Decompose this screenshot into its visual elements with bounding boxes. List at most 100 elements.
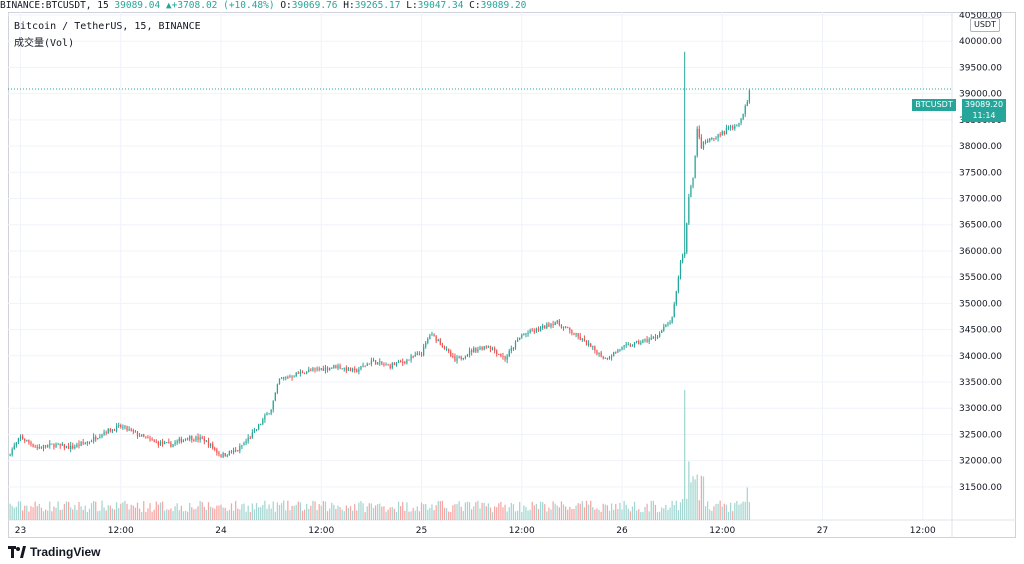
volume-bar [241,504,243,520]
candle-body [661,330,663,333]
chart-frame [8,12,1016,538]
chart-legend-title[interactable]: Bitcoin / TetherUS, 15, BINANCE [14,21,201,32]
candle-body [283,377,285,379]
x-tick-label: 27 [817,526,828,536]
volume-bar [393,508,395,520]
candle-body [508,350,510,357]
volume-bar [479,508,481,520]
tradingview-logo[interactable]: TradingView [8,544,100,560]
volume-bar [203,506,205,520]
volume-bar [627,508,629,520]
volume-bar [445,508,448,520]
candle-body [341,368,343,370]
candle-body [151,439,153,441]
candle-body [191,436,193,441]
volume-bar [216,505,218,520]
candle-body [658,332,661,338]
volume-bar [103,507,105,520]
volume-bar [138,508,141,520]
candle-body [164,442,166,444]
volume-bar [671,500,673,520]
candle-body [510,348,512,351]
candle-body [650,337,652,340]
x-tick-label: 12:00 [308,526,334,536]
candle-body [732,126,734,129]
volume-bar [493,506,496,520]
volume-bar [180,505,182,520]
volume-bar [122,502,124,520]
volume-bar [49,501,51,520]
candle-body [134,431,137,433]
candle-body [372,360,375,362]
currency-badge[interactable]: USDT [970,18,1000,32]
candle-body [141,434,143,437]
volume-bar [93,500,95,520]
volume-bar [506,511,508,520]
candlestick-chart[interactable]: 40500.0040000.0039500.0039000.0038500.00… [8,12,1016,538]
candle-body [331,367,333,369]
volume-bar [613,509,615,520]
candle-body [692,177,694,187]
volume-bar [230,503,233,520]
candle-body [420,354,423,356]
candle-body [412,356,414,358]
volume-bar [157,504,159,520]
volume-bar [721,506,723,520]
volume-bar [239,509,241,520]
candle-body [203,438,205,442]
candle-body [241,445,243,447]
volume-bar [596,508,598,520]
volume-bar [199,500,201,520]
candle-body [128,429,130,431]
candle-body [600,352,602,357]
candle-body [619,350,621,352]
volume-bar [456,503,458,520]
volume-bar [306,503,308,520]
volume-bar [322,501,324,520]
candle-body [199,437,201,440]
volume-bar [625,504,627,520]
candle-body [479,347,481,350]
volume-bar [707,501,709,520]
volume-bar [90,503,93,520]
symbol-price-tag: BTCUSDT [912,99,956,111]
volume-bar [120,503,122,520]
candle-body [42,445,45,449]
y-tick-label: 34500.00 [959,326,1002,336]
volume-bar [688,461,690,520]
volume-bar [510,502,512,520]
candle-body [389,365,391,368]
candle-body [483,346,485,350]
volume-bar [349,506,352,520]
volume-bar [608,510,611,520]
volume-bar [72,509,74,520]
volume-bar [661,507,663,520]
candle-body [410,356,412,360]
candle-body [291,376,293,378]
candle-body [9,454,11,456]
candle-body [556,320,558,323]
candle-body [122,426,124,428]
volume-bar [579,503,581,520]
volume-bar [312,500,314,520]
candle-body [90,440,93,442]
volume-bar [186,511,189,520]
volume-bar [704,506,707,520]
candle-body [537,328,540,331]
candle-body [638,341,640,344]
candle-body [172,444,174,448]
candle-body [214,448,216,450]
candle-body [571,330,573,334]
y-tick-label: 39500.00 [959,63,1002,73]
volume-legend[interactable]: 成交量(Vol) [14,38,75,49]
volume-bar [151,511,153,520]
candle-body [168,442,170,444]
volume-bar [633,501,636,520]
candle-body [397,361,400,363]
candle-body [178,438,180,442]
volume-bar [170,508,172,520]
volume-bar [565,506,567,520]
volume-bar [149,503,151,520]
candle-body [260,423,262,425]
candle-body [690,186,692,197]
